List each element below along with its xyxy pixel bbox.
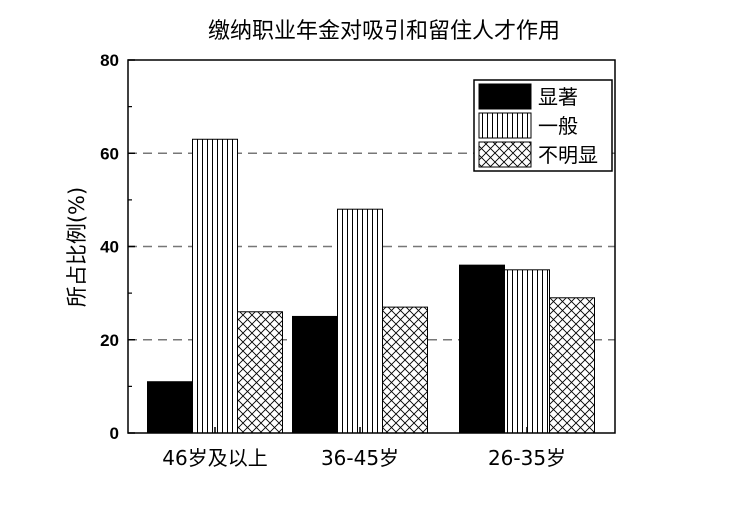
x-category-label: 46岁及以上 <box>162 446 267 470</box>
y-axis: 0 20 40 60 80 <box>100 51 135 443</box>
y-tick-label: 80 <box>100 51 119 70</box>
legend-label-2: 一般 <box>538 114 578 138</box>
x-category-label: 36-45岁 <box>321 446 399 470</box>
legend-label-3: 不明显 <box>538 143 598 167</box>
legend-swatch-1 <box>478 83 532 110</box>
y-tick-label: 60 <box>100 144 119 163</box>
bar-1-2 <box>292 315 338 434</box>
bar-2-1 <box>192 138 238 434</box>
bar-1-1 <box>147 381 193 434</box>
bars <box>147 138 595 434</box>
x-category-label: 26-35岁 <box>488 446 566 470</box>
y-axis-title: 所占比例(%) <box>65 187 89 307</box>
legend-swatch-2 <box>478 112 532 139</box>
chart-title: 缴纳职业年金对吸引和留住人才作用 <box>208 19 560 44</box>
bar-2-3 <box>504 269 550 434</box>
y-tick-label: 40 <box>100 238 119 257</box>
x-axis: 46岁及以上 36-45岁 26-35岁 <box>162 427 566 470</box>
bar-3-3 <box>549 297 595 434</box>
bar-2-2 <box>337 208 383 434</box>
y-tick-label: 0 <box>110 424 119 443</box>
y-tick-label: 20 <box>100 331 119 350</box>
bar-3-2 <box>382 306 428 434</box>
bar-1-3 <box>459 264 505 434</box>
legend-swatch-3 <box>478 141 532 168</box>
legend-label-1: 显著 <box>538 85 578 109</box>
bar-3-1 <box>237 311 283 434</box>
